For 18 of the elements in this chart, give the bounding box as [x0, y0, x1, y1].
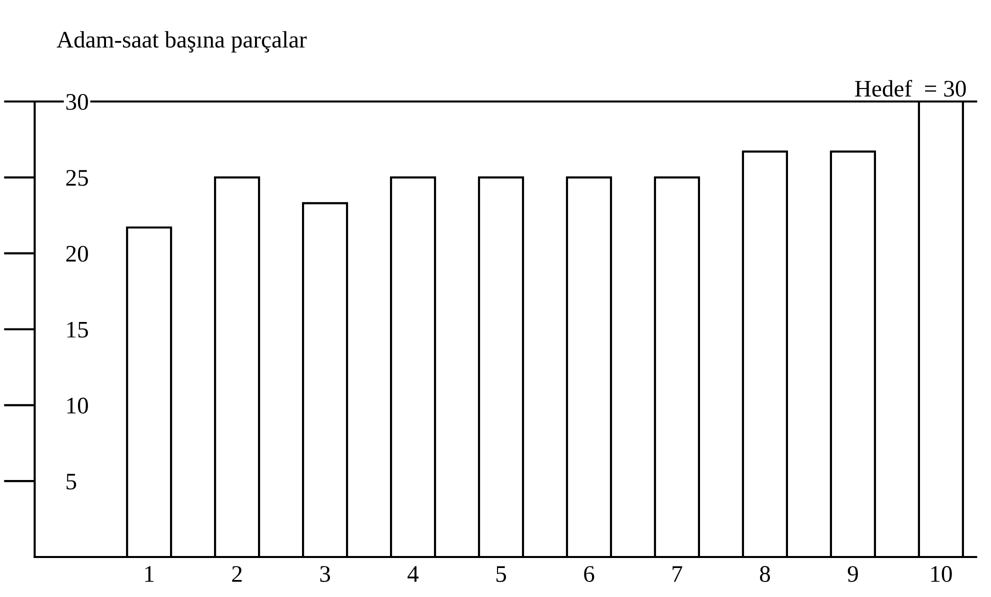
x-tick-label: 3 [320, 566, 330, 582]
x-tick-label: 10 [931, 566, 952, 582]
y-tick-label: 20 [66, 246, 88, 262]
x-tick-label: 7 [672, 566, 682, 582]
x-tick-label: 8 [760, 566, 770, 582]
x-tick-label: 5 [496, 566, 506, 582]
ref-line-label: Hedef = 30 [855, 80, 966, 97]
y-tick-label: 10 [67, 398, 88, 414]
x-tick-label: 2 [232, 566, 242, 582]
y-tick-label: 25 [66, 170, 88, 186]
x-tick-label: 6 [584, 566, 594, 582]
chart-title: Adam-saat başına parçalar [56, 31, 307, 52]
y-tick-label: 30 [66, 94, 88, 110]
y-tick-label: 15 [67, 322, 88, 338]
x-tick-label: 4 [408, 566, 419, 582]
x-tick-label: 9 [848, 566, 858, 582]
x-tick-label: 1 [145, 566, 154, 582]
y-tick-label: 5 [66, 474, 76, 490]
